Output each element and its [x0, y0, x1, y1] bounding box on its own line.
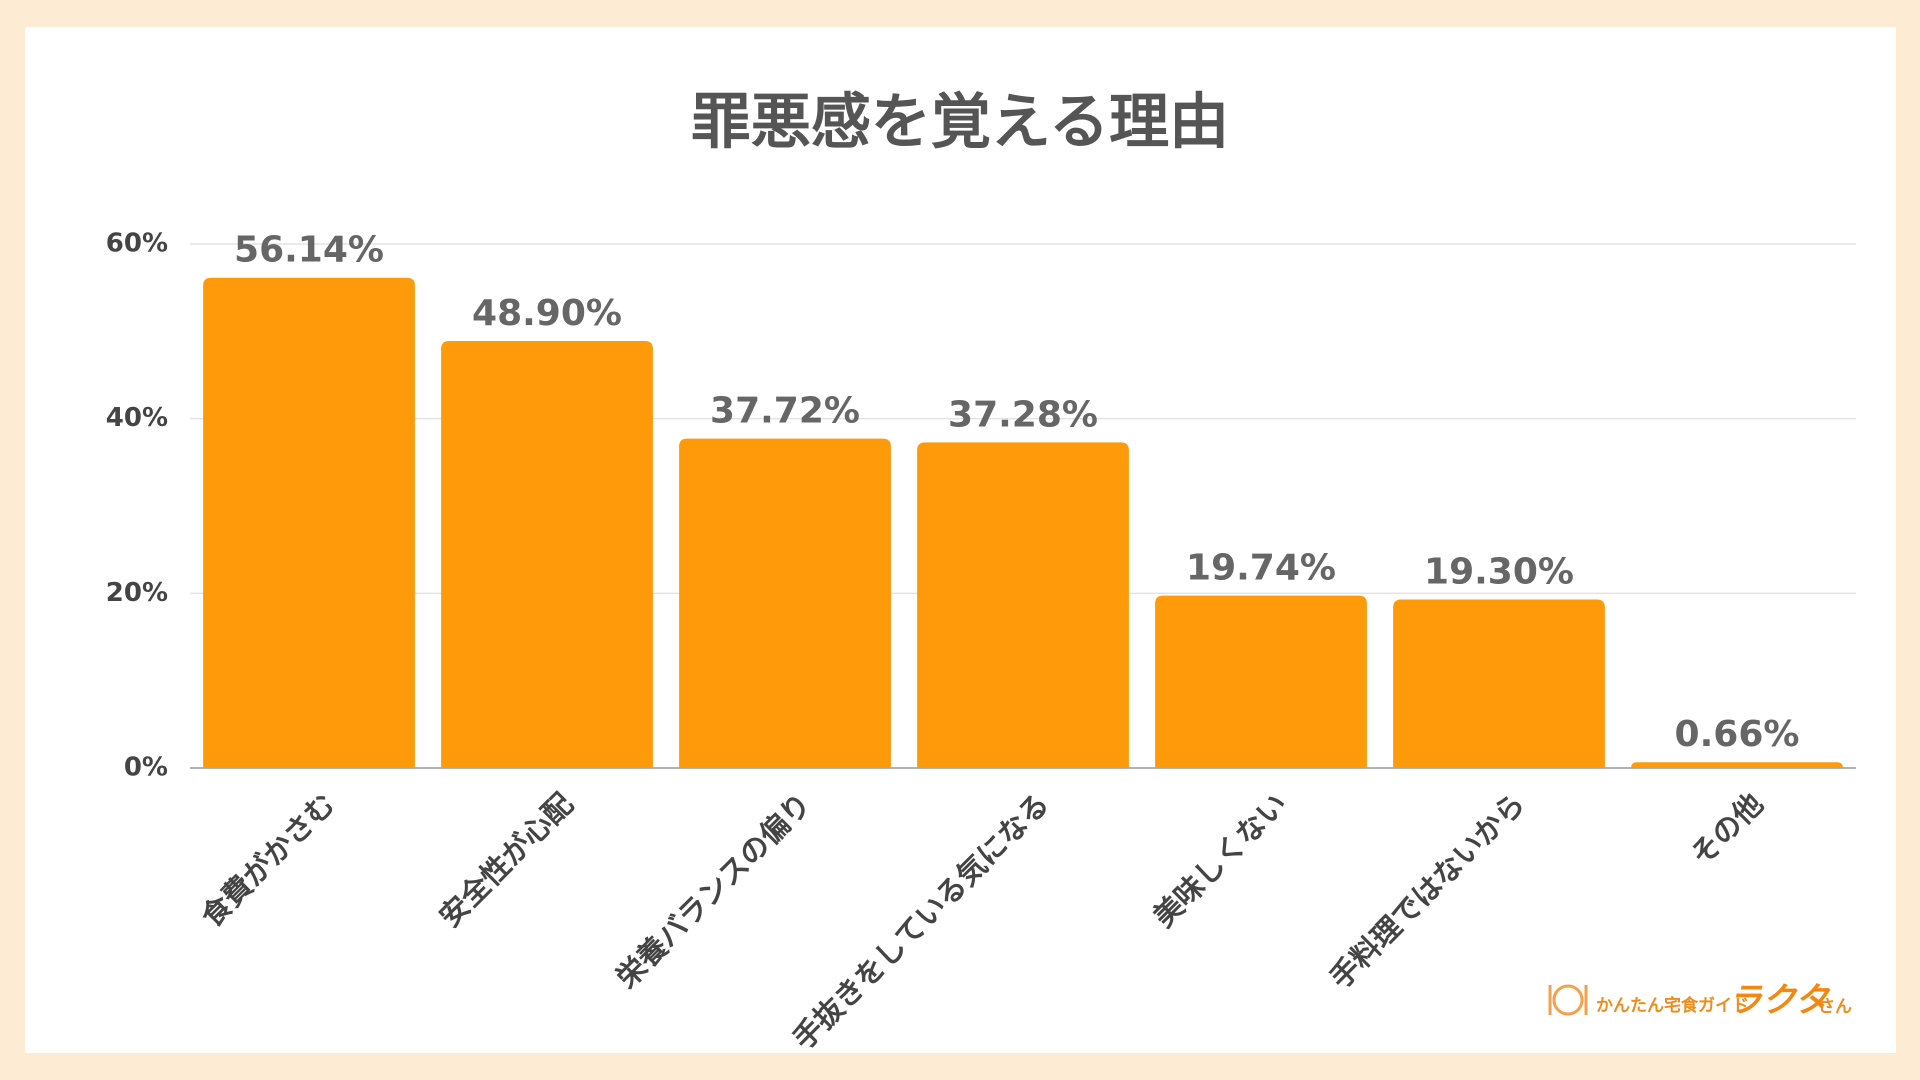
- bar: [1393, 599, 1605, 768]
- bar: [1155, 595, 1367, 768]
- bar: [441, 340, 653, 768]
- logo-suffix: さん: [1818, 997, 1852, 1017]
- value-label: 48.90%: [472, 293, 622, 334]
- value-label: 0.66%: [1675, 714, 1800, 755]
- value-label: 19.30%: [1424, 551, 1574, 592]
- bar: [917, 442, 1129, 768]
- y-tick-label: 20%: [106, 578, 168, 608]
- y-tick-label: 60%: [106, 229, 168, 259]
- logo-tagline: かんたん宅食ガイド: [1596, 995, 1749, 1016]
- value-label: 19.74%: [1186, 548, 1336, 589]
- logo-icon: [1552, 984, 1584, 1016]
- chart-title: 罪悪感を覚える理由: [691, 88, 1229, 158]
- value-label: 37.28%: [948, 394, 1098, 435]
- bar: [203, 277, 415, 768]
- logo-name: ラクタ: [1728, 981, 1831, 1021]
- logo: かんたん宅食ガイド ラクタ さん: [1548, 981, 1852, 1021]
- y-tick-label: 40%: [106, 403, 168, 433]
- value-label: 56.14%: [234, 230, 384, 271]
- bar: [1631, 762, 1843, 768]
- value-label: 37.72%: [710, 391, 860, 432]
- bar: [679, 438, 891, 768]
- y-tick-label: 0%: [124, 753, 168, 783]
